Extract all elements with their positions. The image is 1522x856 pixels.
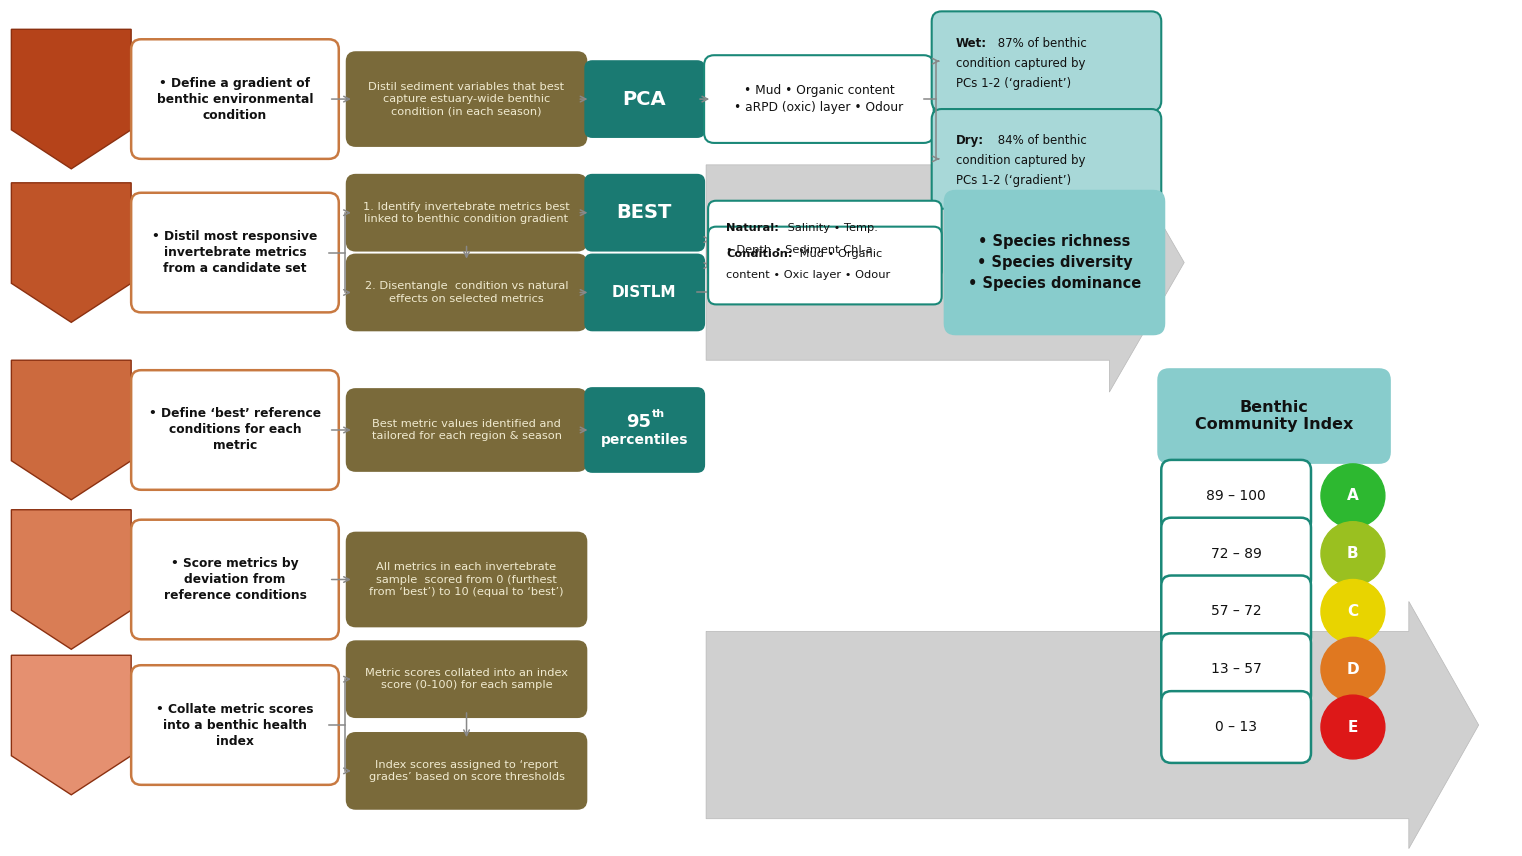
- FancyBboxPatch shape: [1161, 518, 1310, 590]
- Text: percentiles: percentiles: [601, 433, 688, 447]
- Text: Natural:: Natural:: [726, 223, 779, 233]
- Text: Wet:: Wet:: [956, 37, 986, 50]
- Text: Index scores assigned to ‘report
grades’ based on score thresholds: Index scores assigned to ‘report grades’…: [368, 759, 565, 782]
- Text: 0 – 13: 0 – 13: [1215, 720, 1257, 734]
- Text: 2. Disentangle  condition vs natural
effects on selected metrics: 2. Disentangle condition vs natural effe…: [365, 282, 568, 304]
- FancyBboxPatch shape: [1161, 633, 1310, 705]
- Text: 84% of benthic: 84% of benthic: [994, 134, 1087, 147]
- Text: • Depth • Sediment Chl-a: • Depth • Sediment Chl-a: [726, 245, 872, 254]
- Text: • Distil most responsive
invertebrate metrics
from a candidate set: • Distil most responsive invertebrate me…: [152, 230, 318, 275]
- Text: Mud • Organic: Mud • Organic: [796, 248, 883, 259]
- Polygon shape: [11, 29, 131, 169]
- Text: content • Oxic layer • Odour: content • Oxic layer • Odour: [726, 270, 890, 281]
- FancyBboxPatch shape: [131, 520, 339, 639]
- FancyBboxPatch shape: [1157, 368, 1391, 464]
- FancyBboxPatch shape: [131, 39, 339, 159]
- Circle shape: [1321, 638, 1385, 701]
- Text: 87% of benthic: 87% of benthic: [994, 37, 1087, 50]
- FancyBboxPatch shape: [708, 201, 942, 278]
- Text: Benthic
Community Index: Benthic Community Index: [1195, 400, 1353, 432]
- FancyBboxPatch shape: [1161, 575, 1310, 647]
- FancyBboxPatch shape: [345, 732, 587, 810]
- FancyBboxPatch shape: [345, 51, 587, 147]
- FancyBboxPatch shape: [345, 388, 587, 472]
- Polygon shape: [11, 183, 131, 323]
- Text: • Mud • Organic content
• aRPD (oxic) layer • Odour: • Mud • Organic content • aRPD (oxic) la…: [734, 85, 904, 114]
- Polygon shape: [706, 602, 1479, 848]
- Circle shape: [1321, 521, 1385, 586]
- Text: • Define a gradient of
benthic environmental
condition: • Define a gradient of benthic environme…: [157, 76, 314, 122]
- Text: 95: 95: [626, 413, 651, 431]
- Text: • Species richness
• Species diversity
• Species dominance: • Species richness • Species diversity •…: [968, 234, 1142, 291]
- FancyBboxPatch shape: [708, 227, 942, 305]
- FancyBboxPatch shape: [705, 56, 933, 143]
- Text: E: E: [1347, 720, 1358, 734]
- FancyBboxPatch shape: [1161, 460, 1310, 532]
- FancyBboxPatch shape: [345, 174, 587, 252]
- Text: • Collate metric scores
into a benthic health
index: • Collate metric scores into a benthic h…: [157, 703, 314, 747]
- Text: B: B: [1347, 546, 1359, 561]
- Text: D: D: [1347, 662, 1359, 677]
- FancyBboxPatch shape: [931, 11, 1161, 111]
- Text: • Score metrics by
deviation from
reference conditions: • Score metrics by deviation from refere…: [163, 557, 306, 602]
- Text: PCs 1-2 (‘gradient’): PCs 1-2 (‘gradient’): [956, 175, 1071, 187]
- Text: 72 – 89: 72 – 89: [1210, 547, 1262, 561]
- Circle shape: [1321, 580, 1385, 644]
- Text: condition captured by: condition captured by: [956, 56, 1085, 69]
- FancyBboxPatch shape: [131, 665, 339, 785]
- Text: 13 – 57: 13 – 57: [1212, 663, 1262, 676]
- Polygon shape: [11, 655, 131, 795]
- Polygon shape: [11, 509, 131, 650]
- Text: 1. Identify invertebrate metrics best
linked to benthic condition gradient: 1. Identify invertebrate metrics best li…: [364, 201, 569, 224]
- Text: Condition:: Condition:: [726, 248, 793, 259]
- FancyBboxPatch shape: [931, 109, 1161, 209]
- Text: PCs 1-2 (‘gradient’): PCs 1-2 (‘gradient’): [956, 77, 1071, 90]
- Text: 89 – 100: 89 – 100: [1207, 489, 1266, 502]
- Text: Salinity • Temp.: Salinity • Temp.: [784, 223, 878, 233]
- Text: Dry:: Dry:: [956, 134, 983, 147]
- Text: Metric scores collated into an index
score (0-100) for each sample: Metric scores collated into an index sco…: [365, 668, 568, 691]
- FancyBboxPatch shape: [584, 174, 705, 252]
- Polygon shape: [11, 360, 131, 500]
- Text: BEST: BEST: [616, 203, 671, 223]
- Text: condition captured by: condition captured by: [956, 154, 1085, 168]
- Circle shape: [1321, 695, 1385, 759]
- FancyBboxPatch shape: [584, 253, 705, 331]
- FancyBboxPatch shape: [345, 532, 587, 627]
- FancyBboxPatch shape: [584, 60, 705, 138]
- Text: PCA: PCA: [622, 90, 667, 109]
- Text: Best metric values identified and
tailored for each region & season: Best metric values identified and tailor…: [371, 419, 562, 441]
- FancyBboxPatch shape: [584, 387, 705, 473]
- Text: C: C: [1347, 603, 1359, 619]
- Circle shape: [1321, 464, 1385, 527]
- Text: • Define ‘best’ reference
conditions for each
metric: • Define ‘best’ reference conditions for…: [149, 407, 321, 453]
- Text: 57 – 72: 57 – 72: [1212, 604, 1262, 618]
- Text: DISTLM: DISTLM: [612, 285, 676, 300]
- FancyBboxPatch shape: [1161, 691, 1310, 763]
- FancyBboxPatch shape: [345, 640, 587, 718]
- FancyBboxPatch shape: [131, 193, 339, 312]
- Text: A: A: [1347, 488, 1359, 503]
- FancyBboxPatch shape: [131, 370, 339, 490]
- Text: Distil sediment variables that best
capture estuary-wide benthic
condition (in e: Distil sediment variables that best capt…: [368, 81, 565, 116]
- FancyBboxPatch shape: [944, 190, 1166, 336]
- FancyBboxPatch shape: [345, 253, 587, 331]
- Polygon shape: [706, 133, 1184, 392]
- Text: th: th: [651, 409, 665, 419]
- Text: All metrics in each invertebrate
sample  scored from 0 (furthest
from ‘best’) to: All metrics in each invertebrate sample …: [370, 562, 563, 597]
